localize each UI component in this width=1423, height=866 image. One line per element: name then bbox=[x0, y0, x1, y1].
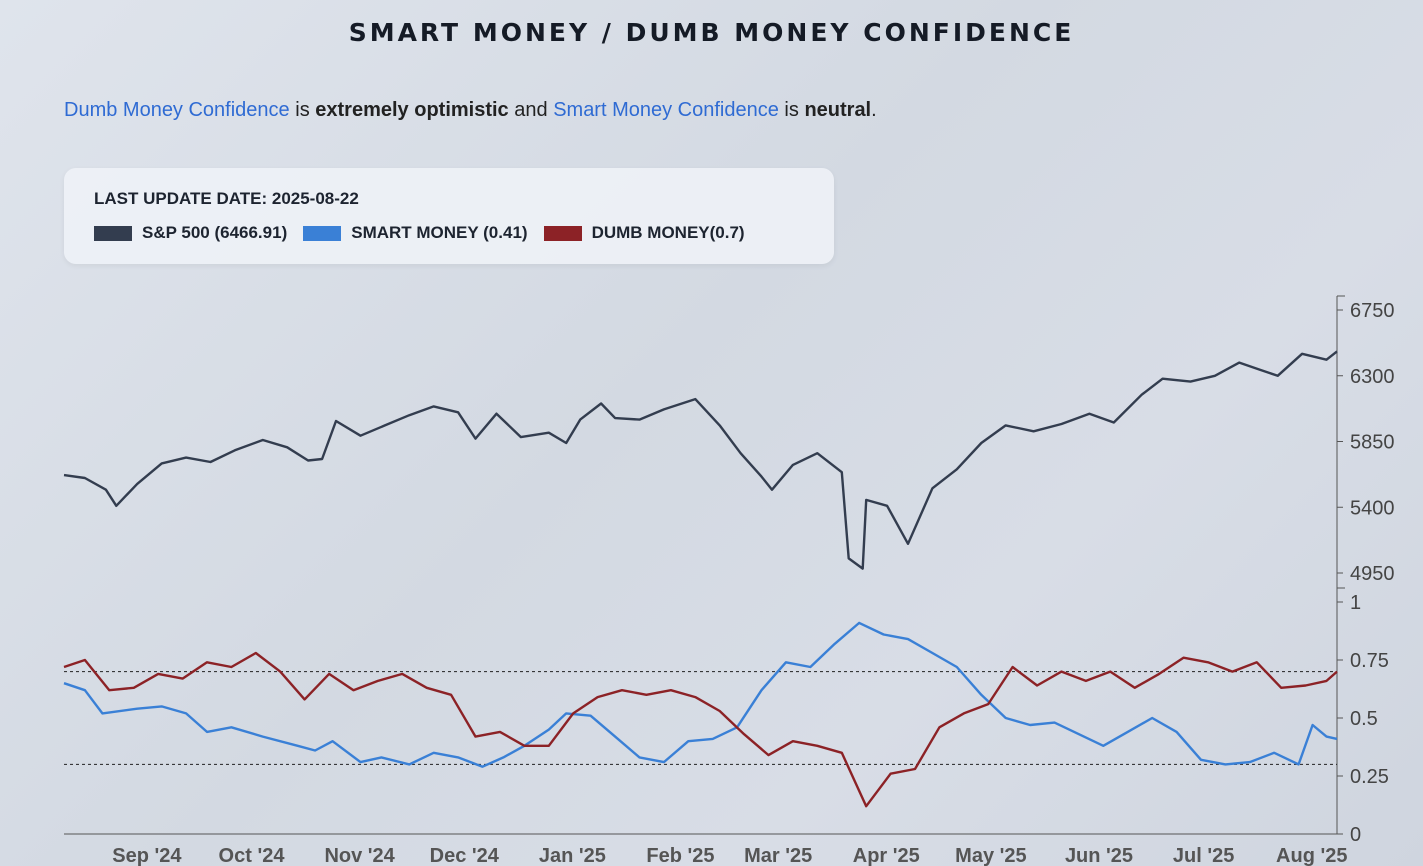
y-tick-label-sp500: 6300 bbox=[1350, 366, 1395, 388]
x-tick-label: Oct '24 bbox=[219, 845, 286, 866]
x-tick-label: Nov '24 bbox=[324, 845, 395, 866]
x-tick-label: Jul '25 bbox=[1173, 845, 1234, 866]
legend-item-smart-money[interactable]: SMART MONEY (0.41) bbox=[303, 223, 528, 243]
page-title: SMART MONEY / DUMB MONEY CONFIDENCE bbox=[348, 18, 1075, 47]
dumb-money-link[interactable]: Dumb Money Confidence bbox=[64, 99, 290, 121]
x-tick-label: Sep '24 bbox=[112, 845, 182, 866]
smart-money-state: neutral bbox=[804, 99, 872, 121]
smart-money-link[interactable]: Smart Money Confidence bbox=[553, 99, 779, 121]
y-tick-label-sp500: 5850 bbox=[1350, 432, 1395, 454]
y-tick-label-confidence: 0.75 bbox=[1350, 650, 1389, 672]
y-tick-label-sp500: 6750 bbox=[1350, 300, 1395, 322]
x-tick-label: Feb '25 bbox=[646, 845, 714, 866]
last-update-date: LAST UPDATE DATE: 2025-08-22 bbox=[94, 189, 359, 208]
dumb-money-state: extremely optimistic bbox=[315, 99, 509, 121]
x-tick-label: Aug '25 bbox=[1276, 845, 1347, 866]
y-tick-label-confidence: 0.25 bbox=[1350, 766, 1389, 788]
y-tick-label-confidence: 1 bbox=[1350, 592, 1361, 614]
y-tick-label-sp500: 5400 bbox=[1350, 497, 1395, 519]
dumb-money-line bbox=[63, 651, 1338, 808]
x-tick-label: Mar '25 bbox=[744, 845, 812, 866]
summary-period: . bbox=[871, 99, 877, 121]
sp500-line bbox=[63, 350, 1338, 570]
x-tick-label: Jan '25 bbox=[539, 845, 606, 866]
summary-is-1: is bbox=[295, 99, 310, 121]
legend-swatch-smart-money bbox=[303, 225, 342, 241]
y-tick-label-confidence: 0.5 bbox=[1350, 708, 1378, 730]
y-tick-label-confidence: 0 bbox=[1350, 824, 1361, 846]
legend-row: S&P 500 (6466.91) SMART MONEY (0.41) DUM… bbox=[94, 223, 761, 243]
x-tick-label: Jun '25 bbox=[1065, 845, 1133, 866]
legend-item-sp500[interactable]: S&P 500 (6466.91) bbox=[94, 223, 287, 243]
legend-label-dumb-money: DUMB MONEY(0.7) bbox=[591, 223, 745, 242]
y-tick-label-sp500: 4950 bbox=[1350, 563, 1395, 585]
legend-item-dumb-money[interactable]: DUMB MONEY(0.7) bbox=[543, 223, 745, 243]
legend-swatch-sp500 bbox=[94, 225, 132, 241]
x-tick-label: Dec '24 bbox=[430, 845, 500, 866]
summary-and: and bbox=[514, 99, 548, 121]
legend-label-smart-money: SMART MONEY (0.41) bbox=[351, 223, 528, 242]
summary-is-2: is bbox=[784, 99, 799, 121]
smart-money-line bbox=[63, 621, 1338, 768]
x-tick-label: Apr '25 bbox=[853, 845, 920, 866]
legend-swatch-dumb-money bbox=[543, 225, 582, 241]
confidence-summary: Dumb Money Confidence is extremely optim… bbox=[64, 99, 877, 122]
x-tick-label: May '25 bbox=[955, 845, 1026, 866]
legend-panel: LAST UPDATE DATE: 2025-08-22 S&P 500 (64… bbox=[64, 168, 834, 264]
legend-label-sp500: S&P 500 (6466.91) bbox=[142, 223, 288, 242]
